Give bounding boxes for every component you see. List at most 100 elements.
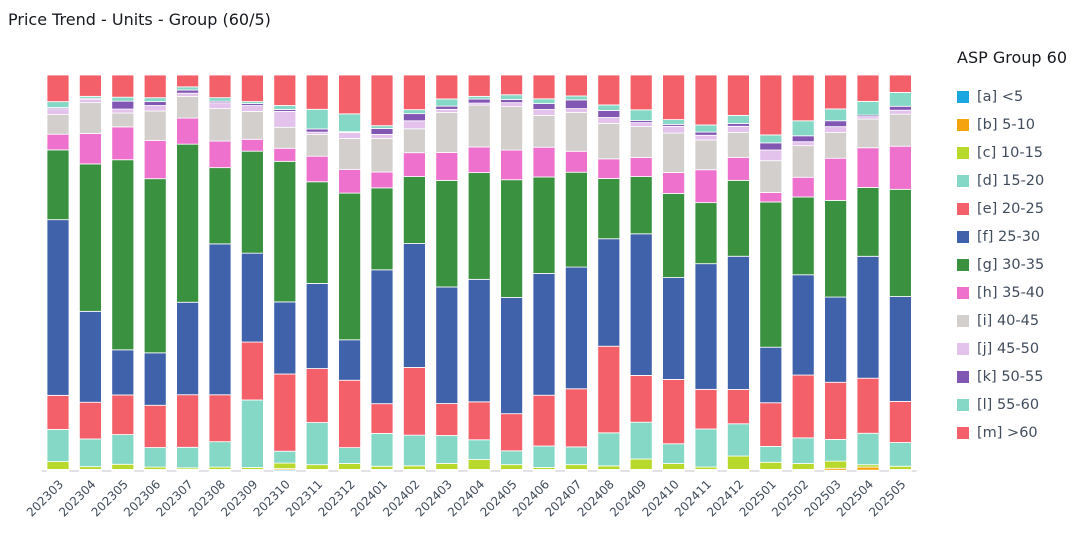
bar-segment-202303-4[interactable] — [46, 394, 70, 430]
bar-segment-202505-5[interactable] — [889, 296, 912, 402]
legend-item[interactable]: [h] 35-40 — [957, 279, 1077, 307]
bar-segment-202312-4[interactable] — [338, 379, 362, 449]
bar-segment-202403-10[interactable] — [435, 105, 459, 110]
bar-segment-202304-2[interactable] — [79, 466, 102, 470]
bar-segment-202304-7[interactable] — [79, 133, 102, 165]
bar-segment-202309-7[interactable] — [240, 138, 264, 152]
bar-segment-202305-12[interactable] — [111, 74, 135, 98]
bar-segment-202311-12[interactable] — [305, 74, 329, 110]
legend-item[interactable]: [j] 45-50 — [957, 335, 1077, 363]
bar-segment-202402-4[interactable] — [402, 367, 426, 436]
bar-segment-202402-12[interactable] — [402, 74, 426, 111]
bar-segment-202505-11[interactable] — [889, 92, 912, 107]
bar-segment-202501-4[interactable] — [759, 402, 783, 447]
bar-segment-202308-7[interactable] — [208, 140, 232, 169]
bar-segment-202406-9[interactable] — [532, 109, 556, 116]
bar-segment-202405-2[interactable] — [500, 464, 524, 470]
bar-segment-202401-7[interactable] — [370, 171, 394, 189]
bar-segment-202310-4[interactable] — [273, 373, 297, 452]
legend-item[interactable]: [i] 40-45 — [957, 307, 1077, 335]
bar-segment-202410-11[interactable] — [662, 119, 685, 125]
legend-item[interactable]: [m] >60 — [957, 419, 1077, 447]
bar-segment-202503-6[interactable] — [824, 200, 847, 298]
bar-segment-202410-4[interactable] — [662, 378, 685, 445]
legend-item[interactable]: [e] 20-25 — [957, 195, 1077, 223]
bar-segment-202303-3[interactable] — [46, 429, 70, 462]
bar-segment-202407-3[interactable] — [565, 446, 588, 466]
bar-segment-202410-8[interactable] — [662, 132, 685, 173]
bar-segment-202304-6[interactable] — [79, 163, 102, 312]
bar-segment-202310-12[interactable] — [273, 74, 297, 106]
bar-segment-202405-5[interactable] — [500, 297, 524, 415]
bar-segment-202503-2[interactable] — [824, 460, 847, 469]
bar-segment-202504-12[interactable] — [856, 74, 880, 102]
bar-segment-202306-8[interactable] — [143, 110, 167, 141]
bar-segment-202504-3[interactable] — [856, 432, 880, 466]
bar-segment-202408-7[interactable] — [597, 158, 621, 179]
bar-segment-202312-2[interactable] — [338, 463, 362, 470]
bar-segment-202307-11[interactable] — [176, 86, 200, 91]
bar-segment-202502-11[interactable] — [791, 120, 815, 137]
bar-segment-202404-7[interactable] — [467, 146, 491, 174]
bar-segment-202308-12[interactable] — [208, 74, 232, 99]
bar-segment-202311-3[interactable] — [305, 422, 329, 466]
bar-segment-202501-9[interactable] — [759, 149, 783, 162]
bar-segment-202309-5[interactable] — [240, 252, 264, 343]
legend-item[interactable]: [g] 30-35 — [957, 251, 1077, 279]
bar-segment-202402-5[interactable] — [402, 243, 426, 368]
bar-segment-202310-3[interactable] — [273, 450, 297, 464]
bar-segment-202408-3[interactable] — [597, 432, 621, 467]
bar-segment-202412-5[interactable] — [727, 255, 750, 390]
bar-segment-202304-5[interactable] — [79, 310, 102, 403]
legend-item[interactable]: [k] 50-55 — [957, 363, 1077, 391]
bar-segment-202405-12[interactable] — [500, 74, 524, 96]
bar-segment-202305-4[interactable] — [111, 394, 135, 435]
bar-segment-202402-9[interactable] — [402, 120, 426, 130]
bar-segment-202304-8[interactable] — [79, 102, 102, 134]
bar-segment-202409-5[interactable] — [629, 233, 653, 376]
bar-segment-202501-8[interactable] — [759, 160, 783, 193]
bar-segment-202406-11[interactable] — [532, 98, 556, 104]
bar-segment-202504-1[interactable] — [856, 466, 880, 471]
bar-segment-202404-2[interactable] — [467, 459, 491, 470]
bar-segment-202404-5[interactable] — [467, 278, 491, 403]
bar-segment-202308-11[interactable] — [208, 97, 232, 102]
bar-segment-202408-6[interactable] — [597, 178, 621, 240]
bar-segment-202311-2[interactable] — [305, 464, 329, 470]
bar-segment-202411-10[interactable] — [694, 131, 718, 136]
bar-segment-202404-10[interactable] — [467, 98, 491, 104]
bar-segment-202306-10[interactable] — [143, 101, 167, 106]
bar-segment-202406-10[interactable] — [532, 103, 556, 110]
bar-segment-202402-3[interactable] — [402, 434, 426, 467]
bar-segment-202411-5[interactable] — [694, 263, 718, 390]
bar-segment-202306-9[interactable] — [143, 105, 167, 112]
bar-segment-202407-8[interactable] — [565, 112, 588, 152]
bar-segment-202504-6[interactable] — [856, 187, 880, 257]
bar-segment-202305-2[interactable] — [111, 463, 135, 470]
bar-segment-202504-11[interactable] — [856, 100, 880, 116]
bar-segment-202311-8[interactable] — [305, 134, 329, 157]
bar-segment-202403-3[interactable] — [435, 435, 459, 464]
bar-segment-202411-6[interactable] — [694, 202, 718, 265]
bar-segment-202412-2[interactable] — [727, 455, 750, 470]
bar-segment-202308-4[interactable] — [208, 394, 232, 443]
bar-segment-202310-11[interactable] — [273, 105, 297, 110]
bar-segment-202401-5[interactable] — [370, 269, 394, 405]
bar-segment-202401-6[interactable] — [370, 187, 394, 271]
bar-segment-202306-6[interactable] — [143, 178, 167, 354]
legend-item[interactable]: [b] 5-10 — [957, 111, 1077, 139]
bar-segment-202503-7[interactable] — [824, 157, 847, 201]
bar-segment-202408-12[interactable] — [597, 74, 621, 106]
bar-segment-202402-7[interactable] — [402, 152, 426, 177]
bar-segment-202311-10[interactable] — [305, 128, 329, 133]
bar-segment-202409-12[interactable] — [629, 74, 653, 111]
bar-segment-202409-7[interactable] — [629, 156, 653, 177]
bar-segment-202502-2[interactable] — [791, 463, 815, 470]
bar-segment-202404-11[interactable] — [467, 95, 491, 100]
bar-segment-202305-5[interactable] — [111, 349, 135, 396]
bar-segment-202407-9[interactable] — [565, 108, 588, 113]
bar-segment-202312-9[interactable] — [338, 132, 362, 139]
bar-segment-202310-7[interactable] — [273, 147, 297, 162]
bar-segment-202405-7[interactable] — [500, 149, 524, 181]
bar-segment-202504-4[interactable] — [856, 377, 880, 434]
